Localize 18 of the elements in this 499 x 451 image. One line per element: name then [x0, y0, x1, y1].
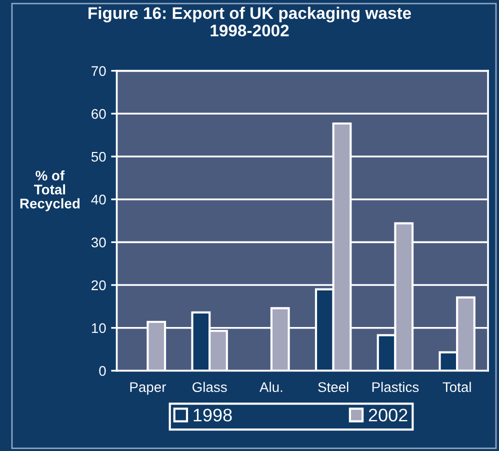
y-tick-label: 50	[91, 152, 106, 162]
y-tick-label: 20	[92, 280, 106, 290]
x-tick-label: Alu.	[260, 382, 282, 392]
chart-title: Figure 16: Export of UK packaging waste 1998-2002	[88, 6, 412, 36]
y-tick-label: 70	[92, 66, 106, 76]
x-tick-label: Steel	[318, 382, 348, 392]
y-axis-title: % of Total Recycled	[20, 170, 80, 212]
y-tick-label: 60	[92, 108, 106, 119]
legend-label: 1998	[194, 408, 232, 422]
x-tick-label: Paper	[130, 382, 166, 395]
x-tick-label: Plastics	[372, 382, 419, 392]
x-tick-label: Total	[442, 382, 471, 392]
legend-label: 2002	[368, 408, 408, 422]
x-tick-label: Glass	[192, 382, 227, 392]
y-tick-label: 0	[99, 366, 106, 376]
y-tick-label: 30	[91, 238, 106, 248]
y-tick-label: 40	[91, 194, 106, 205]
y-tick-label: 10	[92, 323, 106, 334]
